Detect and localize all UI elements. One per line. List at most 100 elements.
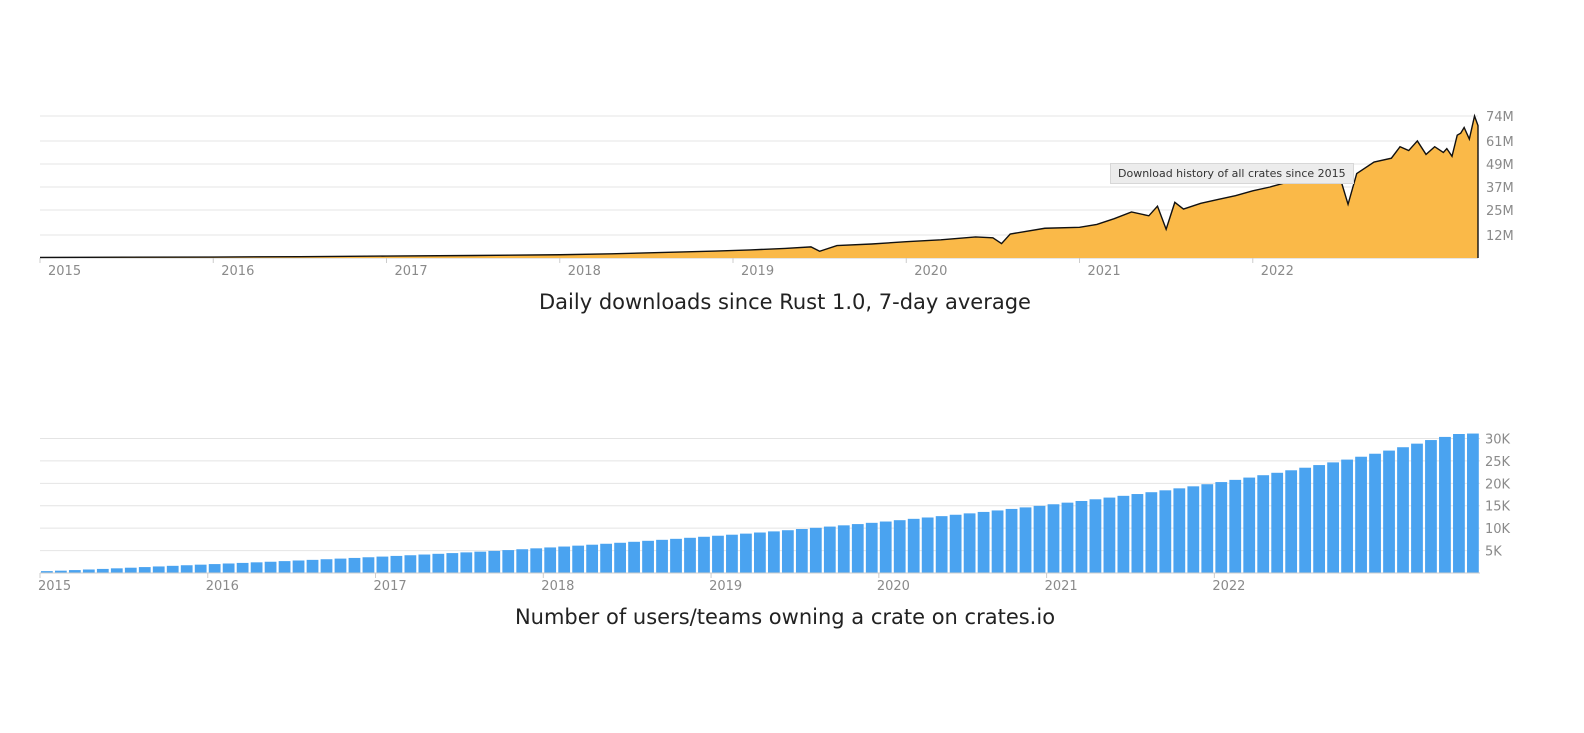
- downloads-area: [40, 116, 1478, 258]
- owners-bar: [292, 560, 305, 573]
- owners-bar: [460, 552, 473, 573]
- owners-bar: [1355, 456, 1367, 573]
- owners-bar: [684, 537, 696, 573]
- x-tick-label: 2016: [206, 579, 239, 594]
- owners-bar: [1215, 482, 1228, 573]
- owners-bar: [446, 553, 459, 573]
- owners-bar: [82, 569, 95, 573]
- y-tick-label: 25K: [1485, 455, 1511, 470]
- owners-bar: [1061, 502, 1074, 573]
- owners-bar: [614, 542, 626, 573]
- owners-bar: [921, 517, 934, 573]
- owners-bar: [1369, 453, 1381, 573]
- owners-bar: [236, 562, 249, 573]
- x-tick-label: 2018: [541, 579, 574, 594]
- owners-bar: [544, 547, 557, 573]
- x-tick-label: 2017: [395, 264, 428, 279]
- owners-bar: [879, 521, 892, 573]
- owners-bar: [54, 570, 67, 573]
- owners-bar: [781, 530, 794, 573]
- x-tick-label: 2018: [568, 264, 601, 279]
- owners-bar: [1117, 495, 1130, 573]
- owners-bar: [1005, 508, 1018, 573]
- owners-bar: [1313, 465, 1326, 573]
- owners-bar: [1145, 492, 1158, 573]
- y-tick-label: 10K: [1485, 522, 1511, 537]
- owners-bar: [1103, 497, 1116, 573]
- owners-bar: [1397, 447, 1409, 573]
- owners-bar: [1299, 467, 1312, 573]
- owners-bar: [1271, 472, 1284, 573]
- owners-bar: [194, 564, 207, 573]
- x-tick-label: 2015: [38, 579, 71, 594]
- owners-bar: [977, 511, 990, 573]
- owners-bar: [306, 559, 319, 573]
- owners-bar: [124, 567, 137, 573]
- owners-bar: [740, 533, 752, 573]
- owners-bar: [488, 550, 501, 573]
- owners-bar: [586, 544, 599, 573]
- owners-bar: [404, 555, 417, 573]
- y-tick-label: 30K: [1485, 432, 1511, 447]
- owners-bar: [1439, 436, 1451, 573]
- owners-bar: [152, 566, 165, 573]
- owners-bar: [1243, 477, 1256, 573]
- owners-bar: [1019, 507, 1032, 573]
- owners-bar: [726, 534, 738, 573]
- owners-bar: [362, 557, 375, 573]
- owners-bar: [1131, 494, 1144, 573]
- owners-chart: 5K 10K 15K 20K 25K 30K 2015 2016 2017 2018 2019 202…: [0, 420, 1584, 595]
- y-tick-label: 49M: [1486, 158, 1514, 173]
- owners-bar: [1327, 462, 1339, 573]
- y-tick-label: 5K: [1485, 545, 1502, 560]
- x-tick-label: 2020: [877, 579, 910, 594]
- owners-bar: [502, 550, 515, 573]
- owners-bar: [530, 548, 543, 573]
- x-tick-label: 2021: [1045, 579, 1078, 594]
- owners-bar: [1159, 490, 1172, 573]
- owners-bar: [670, 538, 682, 573]
- owners-bar: [712, 535, 724, 573]
- owners-bar: [376, 556, 389, 573]
- owners-bar: [963, 513, 976, 573]
- owners-bar: [628, 541, 640, 573]
- owners-bar: [334, 558, 347, 573]
- x-tick-label: 2019: [709, 579, 742, 594]
- owners-bar: [698, 536, 710, 573]
- owners-bar: [1285, 470, 1298, 573]
- owners-bar: [390, 555, 403, 573]
- owners-bar: [41, 571, 53, 573]
- owners-bar: [1201, 484, 1214, 573]
- owners-bar: [1033, 505, 1046, 573]
- owners-bar: [516, 549, 529, 573]
- x-tick-label: 2022: [1261, 264, 1294, 279]
- owners-bar: [1187, 486, 1200, 573]
- owners-bar: [348, 557, 361, 573]
- owners-bar: [795, 529, 808, 573]
- owners-bar: [642, 540, 654, 573]
- owners-bar: [1173, 488, 1186, 573]
- owners-bar: [1075, 500, 1088, 573]
- x-tick-label: 2020: [914, 264, 947, 279]
- owners-bar: [893, 520, 906, 573]
- y-tick-label: 20K: [1485, 477, 1511, 492]
- owners-bar: [949, 514, 962, 573]
- owners-bar: [572, 545, 585, 573]
- y-tick-label: 37M: [1486, 181, 1514, 196]
- owners-bar: [1229, 479, 1242, 573]
- owners-bar: [656, 539, 668, 573]
- owners-bar: [250, 562, 263, 573]
- x-tick-label: 2021: [1088, 264, 1121, 279]
- owners-bar: [767, 531, 780, 573]
- x-tick-label: 2017: [374, 579, 407, 594]
- y-tick-label: 15K: [1485, 500, 1511, 515]
- owners-bar: [991, 510, 1004, 573]
- owners-bar: [1047, 504, 1060, 573]
- y-tick-label: 12M: [1486, 229, 1514, 244]
- downloads-tooltip: Download history of all crates since 201…: [1110, 163, 1354, 184]
- owners-bar: [110, 568, 123, 573]
- owners-bar: [1453, 434, 1465, 573]
- owners-bar: [166, 565, 179, 573]
- owners-bar: [823, 526, 836, 573]
- owners-bar: [278, 561, 291, 573]
